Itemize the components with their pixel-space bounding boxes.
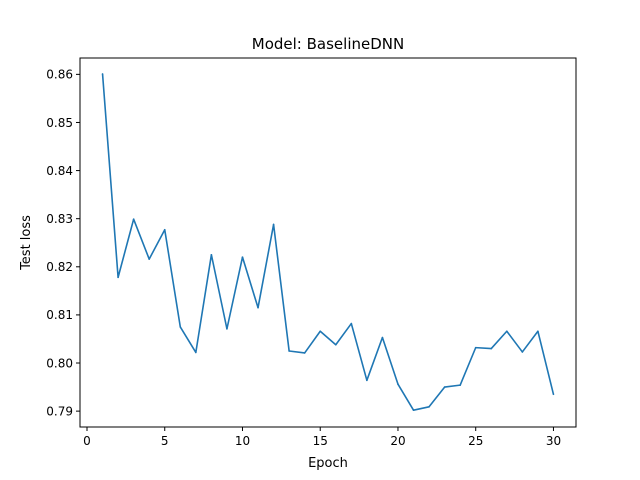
data-point [163, 228, 166, 231]
y-tick-label: 0.81 [46, 308, 73, 322]
y-tick-label: 0.82 [46, 260, 73, 274]
data-point [350, 322, 353, 325]
y-tick-label: 0.85 [46, 116, 73, 130]
x-tick-label: 5 [161, 434, 169, 448]
data-point [397, 383, 399, 385]
data-point [319, 330, 322, 333]
data-point [381, 336, 384, 339]
data-point [366, 379, 368, 382]
x-axis-label: Epoch [308, 456, 348, 471]
data-point [241, 256, 244, 258]
data-point [303, 352, 306, 354]
data-point [179, 326, 182, 328]
y-tick-label: 0.83 [46, 212, 73, 226]
data-point [288, 350, 290, 352]
y-tick-label: 0.84 [46, 164, 73, 178]
data-point [148, 258, 150, 260]
y-axis-ticks: 0.79 0.80 0.81 0.82 0.83 0.84 0.85 0.86 [46, 68, 80, 418]
y-axis-label: Test loss [19, 215, 34, 271]
x-tick-label: 0 [83, 434, 91, 448]
series-line [101, 73, 555, 411]
data-point [272, 223, 275, 226]
data-point [210, 253, 213, 256]
y-tick-label: 0.86 [46, 68, 73, 82]
axes-frame [79, 57, 577, 428]
data-point [117, 276, 119, 279]
data-point [490, 347, 493, 350]
x-axis-ticks: 0 5 10 15 20 25 30 [83, 427, 561, 448]
data-point [506, 330, 508, 333]
series-layer [101, 73, 555, 411]
x-tick-label: 25 [468, 434, 483, 448]
data-point [443, 386, 446, 388]
data-point [101, 73, 104, 75]
data-point [132, 218, 135, 220]
data-point [537, 330, 539, 333]
data-point [412, 409, 415, 411]
x-tick-label: 30 [546, 434, 561, 448]
data-point [428, 405, 430, 408]
chart-title: Model: BaselineDNN [252, 35, 404, 53]
data-point [257, 306, 259, 309]
data-point [552, 393, 555, 396]
y-tick-label: 0.80 [46, 356, 73, 370]
data-point [226, 328, 228, 330]
data-point [334, 343, 337, 346]
data-point [195, 351, 197, 354]
x-tick-label: 20 [390, 434, 405, 448]
data-point [521, 351, 524, 353]
data-point [474, 346, 477, 349]
y-tick-label: 0.79 [46, 404, 73, 418]
x-tick-label: 10 [235, 434, 250, 448]
x-tick-label: 15 [313, 434, 328, 448]
data-point [459, 384, 461, 386]
